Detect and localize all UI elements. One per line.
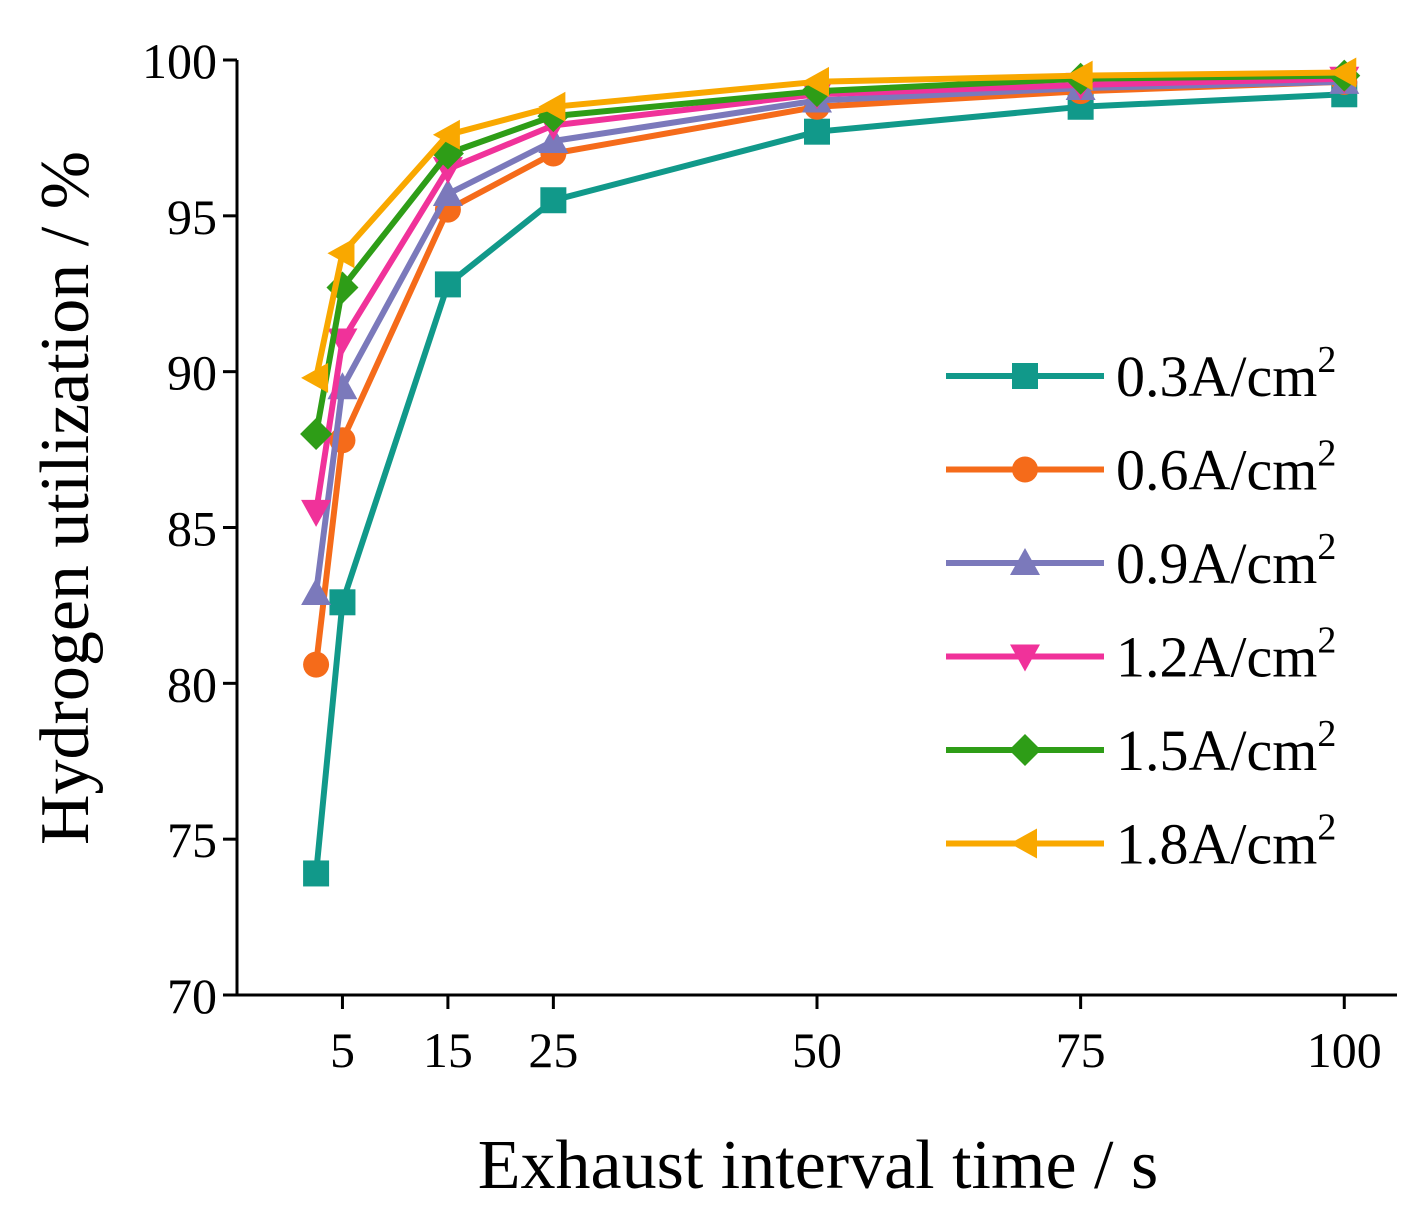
legend-item: 0.6A/cm2 xyxy=(946,433,1336,503)
data-point xyxy=(432,179,463,207)
legend-item: 1.2A/cm2 xyxy=(946,620,1336,690)
legend-label-superscript: 2 xyxy=(1317,339,1336,381)
data-point xyxy=(538,91,566,122)
legend-label-superscript: 2 xyxy=(1317,620,1336,662)
legend-swatch-marker xyxy=(1012,456,1038,483)
data-point xyxy=(327,238,355,269)
data-point xyxy=(301,362,329,393)
legend-item: 0.3A/cm2 xyxy=(946,339,1336,409)
legend: 0.3A/cm2 0.6A/cm2 0.9A/cm2 1.2A/cm2 1.5A/cm2… xyxy=(946,339,1336,877)
legend-item: 0.9A/cm2 xyxy=(946,526,1336,596)
data-point xyxy=(802,66,829,97)
legend-swatch-marker xyxy=(1009,734,1041,766)
data-point xyxy=(301,499,332,527)
y-tick-label: 70 xyxy=(167,968,217,1024)
legend-label: 1.8A/cm2 xyxy=(1116,807,1336,877)
x-axis-title: Exhaust interval time / s xyxy=(478,1127,1158,1204)
series-line xyxy=(313,69,1345,379)
y-axis-title: Hydrogen utilization / % xyxy=(27,151,104,845)
legend-item: 1.5A/cm2 xyxy=(946,713,1336,783)
legend-label: 1.2A/cm2 xyxy=(1116,620,1336,690)
legend-label: 1.5A/cm2 xyxy=(1116,713,1336,783)
data-point xyxy=(303,651,330,678)
data-point xyxy=(329,589,356,616)
legend-swatch-marker xyxy=(1010,828,1037,859)
y-tick-label: 90 xyxy=(167,345,217,401)
legend-label-superscript: 2 xyxy=(1317,807,1336,849)
legend-swatch-marker xyxy=(1010,548,1040,575)
legend-label: 0.9A/cm2 xyxy=(1116,526,1336,596)
data-point xyxy=(300,418,333,450)
legend-item: 1.8A/cm2 xyxy=(946,807,1336,877)
legend-label-superscript: 2 xyxy=(1317,526,1336,568)
y-tick-label: 80 xyxy=(167,656,217,712)
x-tick-label: 25 xyxy=(528,1022,578,1078)
legend-swatch-marker xyxy=(1010,644,1040,672)
data-point xyxy=(301,577,332,605)
data-point xyxy=(434,271,461,298)
y-tick-label: 75 xyxy=(167,812,217,868)
axes: 70 75 80 85 90 95 100 5 15 25 50 75 100 xyxy=(142,33,1397,1078)
data-point xyxy=(432,119,460,150)
y-tick-label: 100 xyxy=(142,33,217,89)
x-tick-label: 75 xyxy=(1056,1022,1106,1078)
legend-swatch-marker xyxy=(1012,363,1038,389)
series-layer xyxy=(300,57,1361,887)
x-tick-label: 15 xyxy=(423,1022,473,1078)
data-point xyxy=(1329,57,1357,88)
x-tick-label: 100 xyxy=(1307,1022,1382,1078)
x-tick-label: 5 xyxy=(330,1022,355,1078)
data-point xyxy=(1065,60,1093,91)
legend-label-superscript: 2 xyxy=(1317,433,1336,475)
data-point xyxy=(540,187,567,214)
legend-label-superscript: 2 xyxy=(1317,713,1336,755)
y-tick-label: 85 xyxy=(167,501,217,557)
y-tick-label: 95 xyxy=(167,189,217,245)
legend-label: 0.3A/cm2 xyxy=(1116,339,1336,409)
data-point xyxy=(804,118,830,145)
legend-label: 0.6A/cm2 xyxy=(1116,433,1336,503)
data-point xyxy=(303,860,330,887)
x-tick-label: 50 xyxy=(792,1022,842,1078)
series-6 xyxy=(301,57,1357,393)
